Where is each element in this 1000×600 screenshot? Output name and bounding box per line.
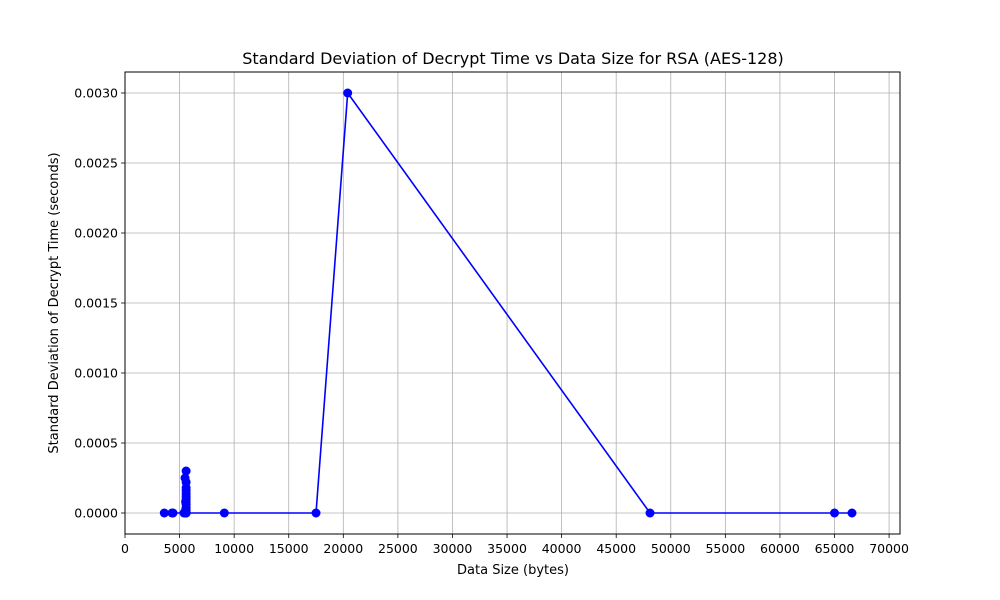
x-tick-label: 35000 xyxy=(487,541,527,556)
data-point xyxy=(847,509,856,518)
y-tick-label: 0.0015 xyxy=(74,296,118,311)
x-tick-label: 55000 xyxy=(705,541,745,556)
data-point xyxy=(343,89,352,98)
y-axis-label: Standard Deviation of Decrypt Time (seco… xyxy=(47,152,62,453)
x-tick-label: 0 xyxy=(121,541,129,556)
x-tick-label: 50000 xyxy=(651,541,691,556)
x-tick-label: 15000 xyxy=(269,541,309,556)
data-point xyxy=(182,467,191,476)
axis-ticks: 0 5000 10000 15000 20000 25000 30000 35000 40000… xyxy=(74,86,909,557)
y-tick-label: 0.0000 xyxy=(74,506,118,521)
x-tick-label: 60000 xyxy=(760,541,800,556)
grid-lines xyxy=(125,72,900,534)
chart-title: Standard Deviation of Decrypt Time vs Da… xyxy=(242,49,784,68)
data-point xyxy=(830,509,839,518)
x-tick-label: 45000 xyxy=(596,541,636,556)
data-point xyxy=(646,509,655,518)
y-tick-label: 0.0020 xyxy=(74,226,118,241)
x-tick-label: 40000 xyxy=(542,541,582,556)
x-tick-label: 20000 xyxy=(323,541,363,556)
data-point xyxy=(312,509,321,518)
x-tick-label: 70000 xyxy=(869,541,909,556)
x-tick-label: 65000 xyxy=(815,541,855,556)
x-tick-label: 30000 xyxy=(433,541,473,556)
y-tick-label: 0.0010 xyxy=(74,366,118,381)
data-point xyxy=(182,509,191,518)
x-tick-label: 10000 xyxy=(214,541,254,556)
y-tick-label: 0.0030 xyxy=(74,86,118,101)
data-point xyxy=(220,509,229,518)
x-tick-label: 25000 xyxy=(378,541,418,556)
x-axis-label: Data Size (bytes) xyxy=(457,563,569,578)
data-point xyxy=(169,509,178,518)
y-tick-label: 0.0025 xyxy=(74,156,118,171)
data-point xyxy=(182,483,191,492)
data-point xyxy=(182,497,191,506)
x-tick-label: 5000 xyxy=(164,541,196,556)
y-tick-label: 0.0005 xyxy=(74,436,118,451)
